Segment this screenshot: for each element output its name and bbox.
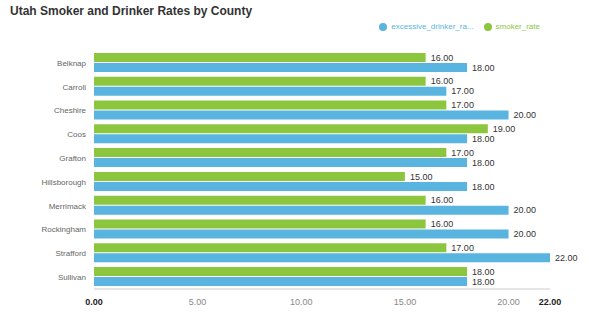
html-text:smoker_rate: smoker_rate [495,22,540,31]
svg-text:16.00: 16.00 [431,53,454,63]
svg-text:18.00: 18.00 [472,63,495,73]
svg-text:Sullivan: Sullivan [58,273,86,282]
svg-text:5.00: 5.00 [189,297,207,307]
svg-text:20.00: 20.00 [514,110,537,120]
svg-text:22.00: 22.00 [539,297,562,307]
svg-text:18.00: 18.00 [472,182,495,192]
svg-text:20.00: 20.00 [514,229,537,239]
svg-text:17.00: 17.00 [451,86,474,96]
svg-text:20.00: 20.00 [497,297,520,307]
svg-text:Grafton: Grafton [59,154,86,163]
svg-text:Cheshire: Cheshire [54,106,87,115]
svg-text:0.00: 0.00 [85,297,103,307]
svg-text:17.00: 17.00 [451,243,474,253]
svg-text:18.00: 18.00 [472,158,495,168]
svg-text:10.00: 10.00 [290,297,313,307]
svg-text:15.00: 15.00 [394,297,417,307]
svg-text:22.00: 22.00 [555,253,578,263]
svg-text:Rockingham: Rockingham [42,225,87,234]
svg-text:18.00: 18.00 [472,277,495,287]
svg-text:Merrimack: Merrimack [49,202,87,211]
html-text:excessive_drinker_ra...: excessive_drinker_ra... [391,22,474,31]
svg-text:17.00: 17.00 [451,100,474,110]
svg-text:16.00: 16.00 [431,219,454,229]
svg-text:Belknap: Belknap [57,59,86,68]
svg-text:17.00: 17.00 [451,148,474,158]
svg-text:18.00: 18.00 [472,134,495,144]
svg-text:Strafford: Strafford [55,249,86,258]
svg-text:16.00: 16.00 [431,76,454,86]
svg-text:Carroll: Carroll [62,83,86,92]
svg-text:15.00: 15.00 [410,172,433,182]
svg-text:16.00: 16.00 [431,195,454,205]
html-text:Utah Smoker and Drinker Rates: Utah Smoker and Drinker Rates by County [10,4,253,18]
svg-text:Hillsborough: Hillsborough [42,178,86,187]
svg-text:Coos: Coos [67,130,86,139]
svg-text:20.00: 20.00 [514,205,537,215]
svg-text:19.00: 19.00 [493,124,516,134]
svg-text:18.00: 18.00 [472,267,495,277]
